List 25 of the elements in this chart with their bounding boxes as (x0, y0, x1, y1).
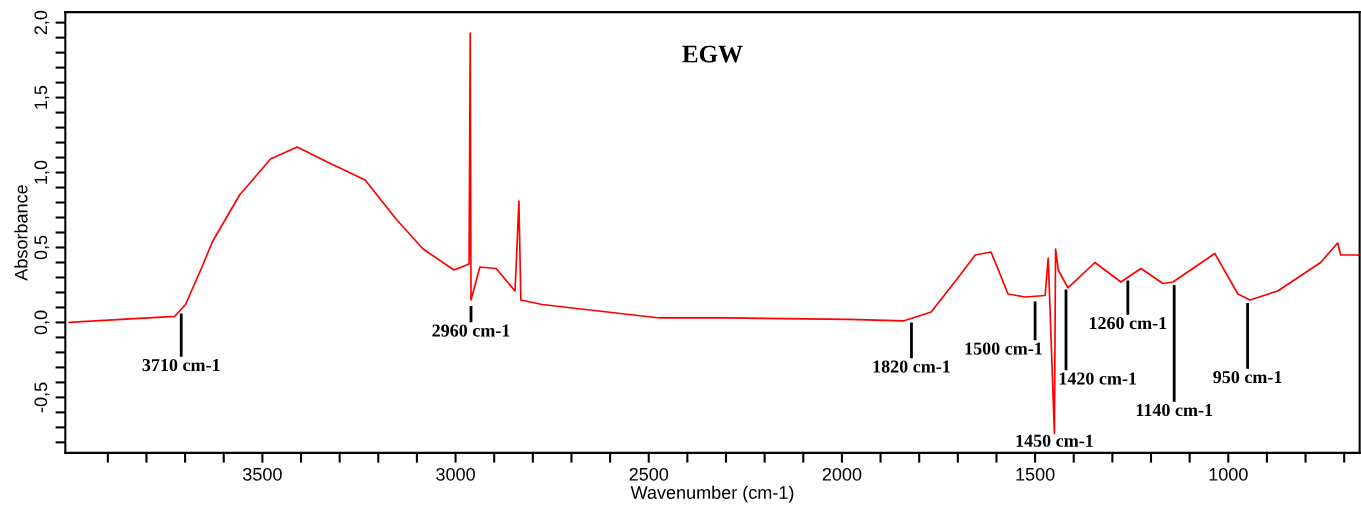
line-series (68, 32, 1360, 435)
x-tick-label: 2000 (822, 467, 862, 481)
annotation: 950 cm-1 (1213, 370, 1282, 384)
x-axis-title: Wavenumber (cm-1) (630, 485, 794, 503)
x-tick-label: 2500 (629, 467, 669, 481)
y-tick-label: 1,5 (34, 85, 50, 109)
text: EGW (682, 45, 743, 63)
x-tick-label: 1000 (1209, 467, 1248, 481)
y-tick-label: 0,5 (34, 235, 50, 260)
annotation: 2960 cm-1 (432, 324, 510, 337)
y-tick-label: 0,0 (34, 310, 50, 335)
annotation: 1140 cm-1 (1136, 403, 1213, 417)
x-tick-label: 3500 (242, 467, 282, 481)
annotation: 1420 cm-1 (1059, 372, 1137, 385)
y-axis-title: Absorbance (14, 185, 28, 281)
annotation: 1820 cm-1 (873, 360, 950, 373)
annotation: 1260 cm-1 (1089, 316, 1167, 330)
annotation: 1450 cm-1 (1016, 434, 1093, 447)
y-tick-label: 1,0 (34, 160, 50, 184)
x-tick-label: 1500 (1016, 467, 1055, 481)
annotation: 3710 cm-1 (142, 358, 220, 372)
annotation: 1500 cm-1 (965, 342, 1042, 355)
y-tick-label: -0,5 (34, 382, 50, 413)
y-tick-label: 2,0 (34, 10, 50, 35)
x-tick-label: 3000 (436, 467, 475, 481)
